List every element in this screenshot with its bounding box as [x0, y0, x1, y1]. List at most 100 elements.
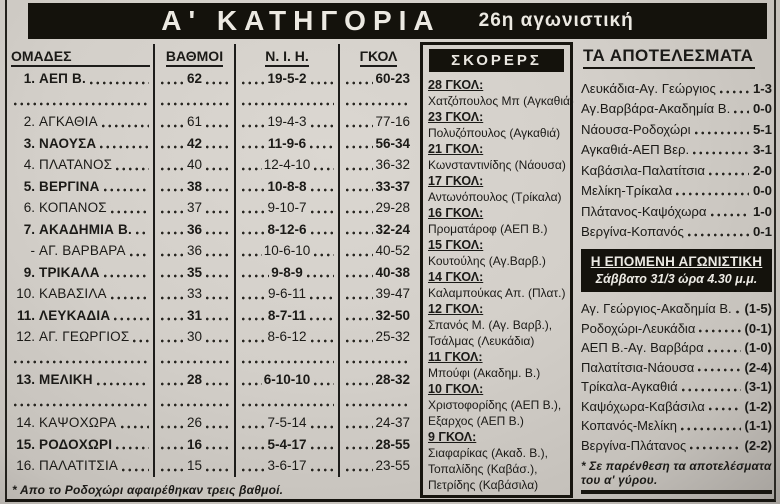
- match-score: 1-3: [752, 80, 772, 96]
- dot-leader: [204, 316, 230, 322]
- match-pair: Καβάσιλα-Παλατίτσια: [581, 162, 705, 178]
- scorer-goal-count: 11 ΓΚΟΛ:: [428, 350, 483, 364]
- dot-leader: [344, 273, 374, 279]
- dot-leader: [204, 273, 230, 279]
- team-name: ΚΑΒΑΣΙΛΑ: [39, 286, 107, 302]
- scorer-player-list: Χατζόπουλος Μπ (Αγκαθιά): [428, 93, 574, 109]
- goals-cell: 60-23: [340, 68, 417, 90]
- goals-cell: 40-38: [340, 262, 417, 284]
- team-cell: 3. ΝΑΟΥΣΑ: [8, 132, 155, 154]
- team-goals: 32-50: [375, 307, 410, 323]
- dot-leader: [204, 187, 230, 193]
- dot-leader: [692, 129, 749, 136]
- result-row: Πλάτανος-Καψόχωρα 1-0: [581, 201, 772, 222]
- dot-leader: [240, 337, 266, 344]
- points-cell: 61: [155, 111, 236, 133]
- record-cell: 12-4-10: [236, 154, 340, 176]
- dot-leader: [308, 466, 334, 473]
- dot-leader: [159, 423, 185, 430]
- points-cell: 36: [155, 240, 236, 262]
- team-record: 19-5-2: [267, 71, 307, 87]
- dot-leader: [678, 425, 741, 432]
- team-rank: 15.: [16, 436, 35, 452]
- dot-leader: [240, 445, 266, 451]
- team-points: 36: [186, 221, 203, 237]
- team-record: 9-6-11: [267, 286, 307, 302]
- scorer-player-list: Σιαφαρίκας (Ακαδ. Β.), Τοπαλίδης (Καβάσ.)…: [428, 445, 565, 493]
- dot-leader: [159, 187, 185, 193]
- dot-leader: [118, 423, 149, 430]
- dot-leader: [344, 402, 408, 408]
- goals-cell: 77-16: [340, 111, 417, 133]
- goals-cell: 56-34: [340, 133, 417, 155]
- scorer-goal-count: 16 ΓΚΟΛ:: [428, 206, 484, 220]
- scorer-player-list: Προματάροφ (ΑΕΠ Β.): [428, 221, 565, 237]
- fixture-first-leg-score: (1-2): [744, 398, 772, 414]
- standings-row: 4. ΠΛΑΤΑΝΟΣ 40 12-4-10 36-32: [8, 154, 417, 176]
- result-row: Αγκαθιά-ΑΕΠ Βερ. 3-1: [581, 140, 772, 161]
- scorer-player-list: Κουτούλης (Αγ.Βαρβ.): [428, 253, 565, 269]
- match-pair: Νάουσα-Ροδοχώρι: [581, 121, 691, 137]
- record-cell: 19-4-3: [236, 111, 340, 133]
- dot-leader: [344, 122, 374, 129]
- scorer-goal-count: 23 ΓΚΟΛ:: [428, 110, 484, 124]
- team-goals: 39-47: [375, 286, 410, 302]
- dot-leader: [344, 101, 408, 107]
- dot-leader: [204, 79, 230, 86]
- column-header-teams: ΟΜΑΔΕΣ: [8, 44, 155, 68]
- standings-divider-row: [8, 347, 417, 369]
- dot-leader: [114, 165, 149, 172]
- dot-leader: [308, 144, 334, 150]
- match-score: 0-0: [752, 183, 772, 199]
- fixture-pair: Βεργίνα-Πλάτανος: [581, 437, 687, 453]
- record-cell: 11-9-6: [236, 132, 340, 154]
- goals-cell: 32-24: [340, 219, 417, 241]
- team-rank: -: [30, 243, 36, 259]
- team-record: 9-10-7: [267, 200, 307, 216]
- fixture-pair: Καψόχωρα-Καβάσιλα: [581, 398, 705, 414]
- dot-leader: [240, 380, 262, 387]
- goals-cell: 25-32: [340, 326, 417, 348]
- dot-leader: [159, 316, 185, 322]
- match-score: 0-0: [752, 101, 772, 117]
- dot-leader: [240, 165, 262, 172]
- team-rank: 11.: [16, 307, 35, 323]
- record-cell: 9-6-11: [236, 283, 340, 305]
- fixture-first-leg-score: (1-1): [744, 418, 772, 434]
- dot-leader: [240, 294, 266, 301]
- scorer-group: 10 ΓΚΟΛ: Χριστοφορίδης (ΑΕΠ Β.), Εξαρχος …: [428, 381, 565, 429]
- team-cell: 5. ΒΕΡΓΙΝΑ: [8, 175, 155, 197]
- results-column: ΤΑ ΑΠΟΤΕΛΕΣΜΑΤΑ Λευκάδια-Αγ. Γεώργιος 1-…: [581, 46, 772, 494]
- scorer-player-list: Καλαμπούκας Απ. (Πλατ.): [428, 285, 566, 301]
- scorer-group: 12 ΓΚΟΛ: Σπανός Μ. (Αγ. Βαρβ.), Τσάλμας (…: [428, 301, 565, 349]
- fixture-pair: Κοπανός-Μελίκη: [581, 418, 677, 434]
- fixture-pair: Παλατίτσια-Νάουσα: [581, 359, 695, 375]
- team-cell: 9. ΤΡΙΚΑΛΑ: [8, 261, 155, 283]
- team-goals: 33-37: [375, 178, 410, 194]
- next-round-title: Η ΕΠΟΜΕΝΗ ΑΓΩΝΙΣΤΙΚΗ: [590, 254, 763, 269]
- dot-leader: [131, 337, 149, 344]
- fixture-row: Αγ. Γεώργιος-Ακαδημία Β. (1-5): [581, 299, 772, 319]
- fixture-first-leg-score: (1-0): [744, 340, 772, 356]
- matchday-subtitle: 26η αγωνιστική: [478, 10, 634, 31]
- next-round-date: Σάββατο 31/3 ώρα 4.30 μ.μ.: [595, 272, 758, 286]
- fixture-first-leg-score: (3-1): [744, 379, 772, 395]
- team-points: 26: [186, 415, 203, 431]
- result-row: Λευκάδια-Αγ. Γεώργιος 1-3: [581, 78, 772, 99]
- dot-leader: [344, 380, 374, 387]
- standings-row: 12. ΑΓ. ΓΕΩΡΓΙΟΣ 30 8-6-12 25-32: [8, 326, 417, 348]
- title-bar: Α' ΚΑΤΗΓΟΡΙΑ 26η αγωνιστική: [28, 3, 767, 39]
- dot-leader: [308, 79, 334, 86]
- team-goals: 28-32: [375, 372, 410, 388]
- scorer-player: Τσάλμας (Λευκάδια): [428, 334, 535, 348]
- dot-leader: [308, 316, 334, 322]
- dot-leader: [204, 251, 230, 258]
- dot-leader: [159, 337, 185, 344]
- team-name: ΛΕΥΚΑΔΙΑ: [39, 307, 111, 323]
- dot-leader: [706, 170, 749, 177]
- column-header-points: ΒΑΘΜΟΙ: [155, 44, 236, 68]
- dot-leader: [344, 187, 374, 193]
- dot-leader: [308, 294, 334, 301]
- points-cell: 38: [155, 175, 236, 197]
- scorer-player: Σιαφαρίκας (Ακαδ. Β.),: [428, 446, 548, 460]
